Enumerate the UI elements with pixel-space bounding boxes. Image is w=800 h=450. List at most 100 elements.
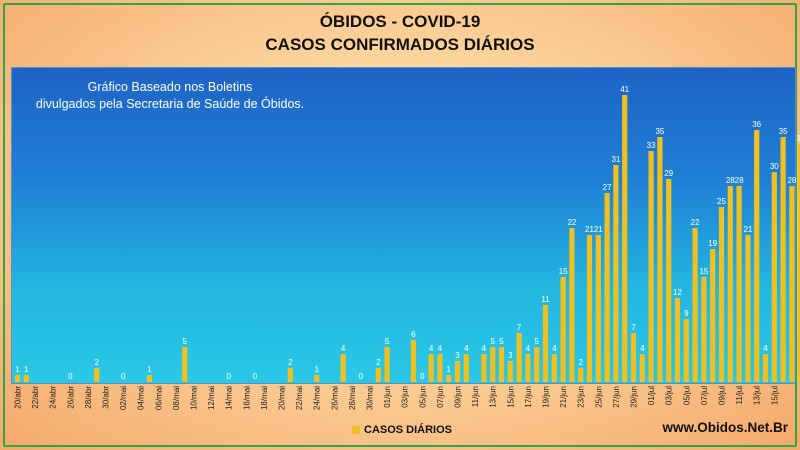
bar xyxy=(710,249,716,382)
data-label: 15 xyxy=(559,267,568,276)
bar xyxy=(648,151,654,382)
bar xyxy=(428,354,434,382)
bar xyxy=(762,354,769,382)
x-tick-label: 03/jul xyxy=(665,386,674,405)
bar xyxy=(586,235,593,382)
data-label: 15 xyxy=(699,267,708,276)
x-tick-label: 13/jun xyxy=(489,386,498,408)
data-label: 0 xyxy=(420,372,425,381)
data-label: 5 xyxy=(534,337,539,346)
data-label: 22 xyxy=(567,218,576,227)
x-tick-label: 07/jul xyxy=(700,386,709,405)
data-label: 0 xyxy=(358,372,363,381)
data-label: 2 xyxy=(376,358,381,367)
bar xyxy=(798,144,800,382)
bar xyxy=(551,354,557,382)
bar xyxy=(718,207,725,382)
bar xyxy=(630,333,637,382)
bar xyxy=(754,130,760,382)
x-tick-label: 09/jun xyxy=(454,386,463,408)
bar xyxy=(683,319,689,382)
data-label: 1 xyxy=(15,365,20,374)
source-note: Gráfico Baseado nos Boletins divulgados … xyxy=(0,79,340,113)
x-tick-label: 01/jul xyxy=(647,386,656,405)
data-label: 0 xyxy=(121,372,126,381)
bar xyxy=(542,305,549,382)
data-label: 41 xyxy=(620,85,629,94)
x-tick-label: 26/mai xyxy=(330,386,339,410)
bar xyxy=(736,186,742,382)
data-label: 28 xyxy=(787,176,796,185)
x-tick-label: 17/jun xyxy=(524,386,533,408)
bar xyxy=(622,95,628,382)
x-tick-label: 01/jun xyxy=(383,386,392,408)
x-tick-label: 20/mai xyxy=(278,386,287,410)
bar xyxy=(727,186,733,382)
bar xyxy=(578,368,584,382)
x-tick-label: 11/jul xyxy=(735,386,744,405)
data-label: 31 xyxy=(611,155,620,164)
x-tick-label: 28/abr xyxy=(84,386,93,409)
data-label: 5 xyxy=(490,337,495,346)
x-tick-label: 22/mai xyxy=(295,386,304,410)
bar xyxy=(780,137,786,382)
bar xyxy=(569,228,575,382)
bar xyxy=(701,277,707,382)
data-label: 5 xyxy=(385,337,390,346)
data-label: 4 xyxy=(526,344,531,353)
x-tick-label: 20/abr xyxy=(14,386,23,409)
bar xyxy=(287,368,293,382)
plot-area xyxy=(11,67,796,384)
x-tick-label: 27/jun xyxy=(612,386,621,408)
data-label: 4 xyxy=(438,344,443,353)
bar xyxy=(639,354,645,382)
data-label: 1 xyxy=(24,365,29,374)
data-label: 7 xyxy=(631,323,636,332)
data-label: 27 xyxy=(603,183,612,192)
data-label: 6 xyxy=(411,330,416,339)
data-label: 4 xyxy=(640,344,645,353)
x-tick-label: 26/abr xyxy=(66,386,75,409)
data-label: 9 xyxy=(684,309,689,318)
data-label: 2 xyxy=(578,358,583,367)
chart-subtitle: CASOS CONFIRMADOS DIÁRIOS xyxy=(265,35,535,54)
x-tick-label: 30/mai xyxy=(366,386,375,410)
bar xyxy=(666,179,672,382)
bar xyxy=(384,347,390,382)
data-label: 1 xyxy=(446,365,451,374)
data-label: 4 xyxy=(763,344,768,353)
x-tick-label: 24/abr xyxy=(49,386,58,409)
x-tick-label: 19/jun xyxy=(542,386,551,408)
bar xyxy=(745,235,751,382)
data-label: 5 xyxy=(182,337,187,346)
data-label: 25 xyxy=(717,197,726,206)
legend: CASOS DIÁRIOS xyxy=(352,424,452,436)
bar xyxy=(14,375,21,382)
x-tick-label: 05/jun xyxy=(418,386,427,408)
x-tick-label: 07/jun xyxy=(436,386,445,408)
bar xyxy=(525,354,531,382)
data-label: 2 xyxy=(288,358,293,367)
bar xyxy=(789,186,795,382)
bar xyxy=(613,165,619,382)
data-label: 4 xyxy=(464,344,469,353)
data-label: 0 xyxy=(226,372,231,381)
x-tick-label: 16/mai xyxy=(242,386,251,410)
bar xyxy=(516,333,522,382)
data-label: 28 xyxy=(735,176,744,185)
x-tick-label: 06/mai xyxy=(154,386,163,410)
data-label: 35 xyxy=(655,127,664,136)
data-label: 12 xyxy=(673,288,682,297)
x-tick-label: 11/jun xyxy=(471,386,480,407)
data-label: 21 xyxy=(585,225,594,234)
x-tick-label: 23/jun xyxy=(577,386,586,408)
bar xyxy=(595,235,601,382)
bar xyxy=(692,228,698,382)
data-label: 33 xyxy=(647,141,656,150)
bar xyxy=(463,354,469,382)
data-label: 11 xyxy=(541,295,550,304)
x-tick-label: 30/abr xyxy=(102,386,111,409)
x-tick-label: 08/mai xyxy=(172,386,181,410)
data-label: 3 xyxy=(508,351,513,360)
